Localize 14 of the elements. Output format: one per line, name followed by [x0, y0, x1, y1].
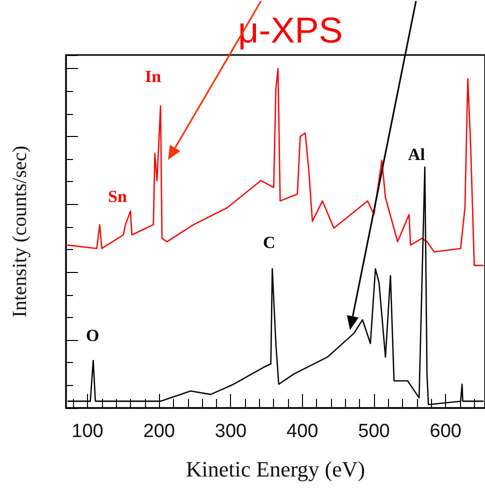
x-tick-label: 400: [286, 421, 318, 442]
y-axis-title: Intensity (counts/sec): [9, 146, 31, 318]
x-tick-label: 600: [430, 421, 462, 442]
x-tick-label: 300: [214, 421, 247, 442]
annotation: O: [86, 326, 100, 345]
annotation: Sn: [108, 187, 128, 206]
text: μ-XPS: [238, 10, 343, 50]
annotation: In: [145, 67, 162, 86]
annotation: Al: [408, 145, 426, 164]
x-tick-label: 100: [72, 421, 104, 442]
x-axis-title: Kinetic Energy (eV): [186, 456, 366, 482]
x-tick-label: 500: [358, 421, 390, 442]
annotation: C: [263, 233, 276, 252]
x-tick-label: 200: [143, 421, 175, 442]
